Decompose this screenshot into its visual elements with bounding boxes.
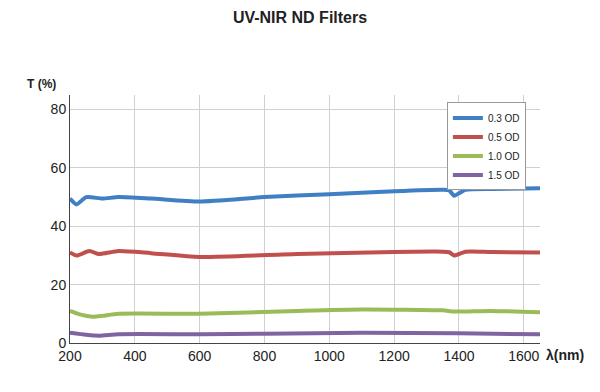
svg-text:UV-NIR ND Filters: UV-NIR ND Filters xyxy=(233,9,367,26)
svg-text:λ(nm): λ(nm) xyxy=(546,347,584,363)
svg-text:0.3 OD: 0.3 OD xyxy=(488,113,520,124)
svg-text:60: 60 xyxy=(51,160,67,176)
svg-text:800: 800 xyxy=(253,348,277,364)
svg-text:600: 600 xyxy=(188,348,212,364)
svg-text:1400: 1400 xyxy=(443,348,474,364)
svg-text:0.5 OD: 0.5 OD xyxy=(488,132,520,143)
svg-text:200: 200 xyxy=(58,348,82,364)
svg-text:0: 0 xyxy=(58,335,66,351)
svg-text:80: 80 xyxy=(51,101,67,117)
svg-text:40: 40 xyxy=(51,218,67,234)
svg-text:20: 20 xyxy=(51,277,67,293)
svg-text:1200: 1200 xyxy=(379,348,410,364)
svg-text:400: 400 xyxy=(123,348,147,364)
svg-text:1000: 1000 xyxy=(314,348,345,364)
svg-text:1600: 1600 xyxy=(508,348,539,364)
svg-text:1.0 OD: 1.0 OD xyxy=(488,151,520,162)
svg-text:1.5 OD: 1.5 OD xyxy=(488,170,520,181)
svg-text:T (%): T (%) xyxy=(27,77,56,91)
